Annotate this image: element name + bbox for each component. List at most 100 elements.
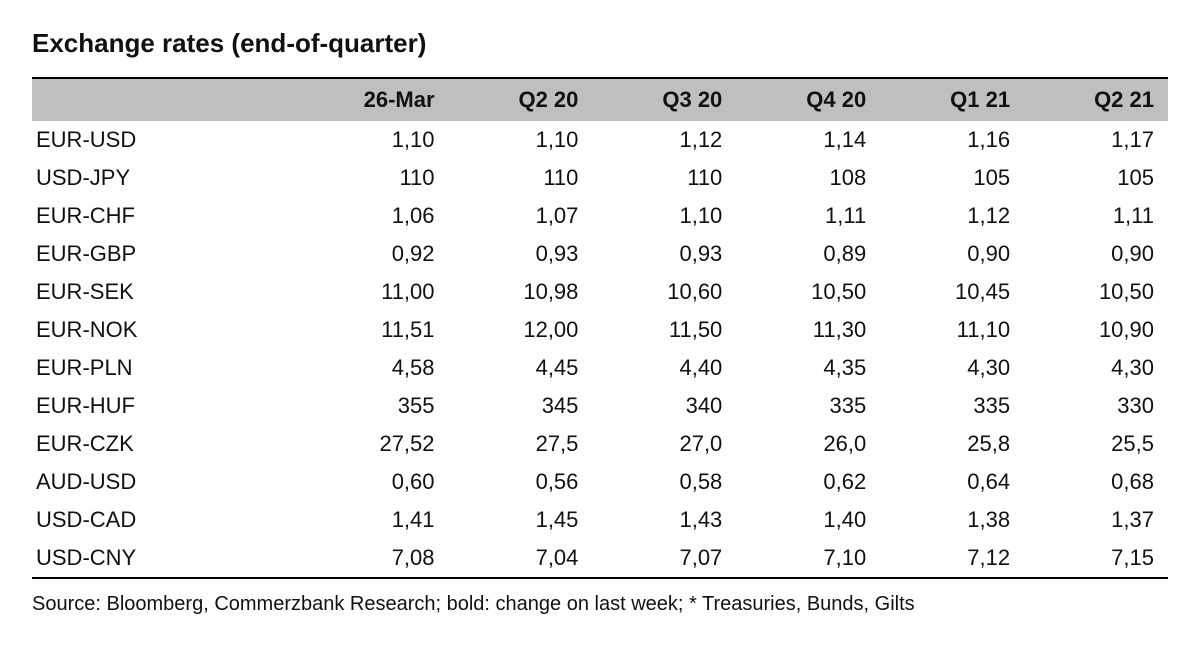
value-cell: 1,06 [305,197,449,235]
value-cell: 7,15 [1024,539,1168,578]
value-cell: 1,07 [449,197,593,235]
source-note: Source: Bloomberg, Commerzbank Research;… [32,593,1168,616]
value-cell: 4,40 [592,349,736,387]
pair-cell: EUR-CHF [32,197,305,235]
value-cell: 0,62 [736,463,880,501]
value-cell: 1,41 [305,501,449,539]
value-cell: 1,45 [449,501,593,539]
value-cell: 1,43 [592,501,736,539]
table-row: USD-CNY7,087,047,077,107,127,15 [32,539,1168,578]
pair-cell: EUR-CZK [32,425,305,463]
exchange-rates-table: 26-MarQ2 20Q3 20Q4 20Q1 21Q2 21 EUR-USD1… [32,77,1168,579]
value-cell: 110 [449,159,593,197]
value-cell: 355 [305,387,449,425]
page-title: Exchange rates (end-of-quarter) [32,28,1168,59]
value-cell: 1,11 [736,197,880,235]
pair-cell: USD-CAD [32,501,305,539]
table-row: EUR-GBP0,920,930,930,890,900,90 [32,235,1168,273]
value-cell: 4,45 [449,349,593,387]
pair-cell: EUR-NOK [32,311,305,349]
value-cell: 0,90 [1024,235,1168,273]
value-cell: 1,17 [1024,121,1168,159]
value-cell: 0,92 [305,235,449,273]
col-header-pair [32,78,305,121]
table-body: EUR-USD1,101,101,121,141,161,17USD-JPY11… [32,121,1168,578]
pair-cell: EUR-PLN [32,349,305,387]
table-row: EUR-CZK27,5227,527,026,025,825,5 [32,425,1168,463]
value-cell: 10,90 [1024,311,1168,349]
value-cell: 11,10 [880,311,1024,349]
value-cell: 0,93 [592,235,736,273]
value-cell: 11,30 [736,311,880,349]
value-cell: 1,16 [880,121,1024,159]
value-cell: 7,07 [592,539,736,578]
pair-cell: EUR-SEK [32,273,305,311]
table-row: EUR-USD1,101,101,121,141,161,17 [32,121,1168,159]
value-cell: 11,00 [305,273,449,311]
value-cell: 10,50 [1024,273,1168,311]
value-cell: 11,50 [592,311,736,349]
value-cell: 105 [1024,159,1168,197]
value-cell: 1,12 [880,197,1024,235]
value-cell: 340 [592,387,736,425]
value-cell: 7,04 [449,539,593,578]
value-cell: 0,68 [1024,463,1168,501]
value-cell: 1,12 [592,121,736,159]
col-header: Q3 20 [592,78,736,121]
pair-cell: EUR-USD [32,121,305,159]
value-cell: 4,30 [1024,349,1168,387]
value-cell: 0,90 [880,235,1024,273]
value-cell: 27,0 [592,425,736,463]
value-cell: 27,5 [449,425,593,463]
col-header: Q2 21 [1024,78,1168,121]
value-cell: 335 [736,387,880,425]
value-cell: 345 [449,387,593,425]
value-cell: 25,5 [1024,425,1168,463]
table-row: EUR-PLN4,584,454,404,354,304,30 [32,349,1168,387]
value-cell: 1,10 [449,121,593,159]
col-header: Q4 20 [736,78,880,121]
value-cell: 335 [880,387,1024,425]
value-cell: 1,10 [592,197,736,235]
value-cell: 4,30 [880,349,1024,387]
value-cell: 7,12 [880,539,1024,578]
table-row: EUR-CHF1,061,071,101,111,121,11 [32,197,1168,235]
value-cell: 0,56 [449,463,593,501]
value-cell: 330 [1024,387,1168,425]
value-cell: 4,35 [736,349,880,387]
value-cell: 1,14 [736,121,880,159]
table-header: 26-MarQ2 20Q3 20Q4 20Q1 21Q2 21 [32,78,1168,121]
value-cell: 1,38 [880,501,1024,539]
value-cell: 0,64 [880,463,1024,501]
value-cell: 1,11 [1024,197,1168,235]
value-cell: 0,89 [736,235,880,273]
col-header: Q1 21 [880,78,1024,121]
table-row: AUD-USD0,600,560,580,620,640,68 [32,463,1168,501]
pair-cell: AUD-USD [32,463,305,501]
value-cell: 0,93 [449,235,593,273]
value-cell: 110 [592,159,736,197]
table-row: EUR-SEK11,0010,9810,6010,5010,4510,50 [32,273,1168,311]
value-cell: 25,8 [880,425,1024,463]
value-cell: 10,98 [449,273,593,311]
value-cell: 0,58 [592,463,736,501]
pair-cell: USD-CNY [32,539,305,578]
table-row: EUR-NOK11,5112,0011,5011,3011,1010,90 [32,311,1168,349]
table-row: USD-JPY110110110108105105 [32,159,1168,197]
col-header: 26-Mar [305,78,449,121]
value-cell: 7,10 [736,539,880,578]
value-cell: 108 [736,159,880,197]
pair-cell: EUR-GBP [32,235,305,273]
table-row: EUR-HUF355345340335335330 [32,387,1168,425]
value-cell: 7,08 [305,539,449,578]
value-cell: 110 [305,159,449,197]
value-cell: 12,00 [449,311,593,349]
value-cell: 105 [880,159,1024,197]
value-cell: 10,60 [592,273,736,311]
value-cell: 10,50 [736,273,880,311]
value-cell: 11,51 [305,311,449,349]
value-cell: 10,45 [880,273,1024,311]
value-cell: 1,40 [736,501,880,539]
pair-cell: EUR-HUF [32,387,305,425]
pair-cell: USD-JPY [32,159,305,197]
